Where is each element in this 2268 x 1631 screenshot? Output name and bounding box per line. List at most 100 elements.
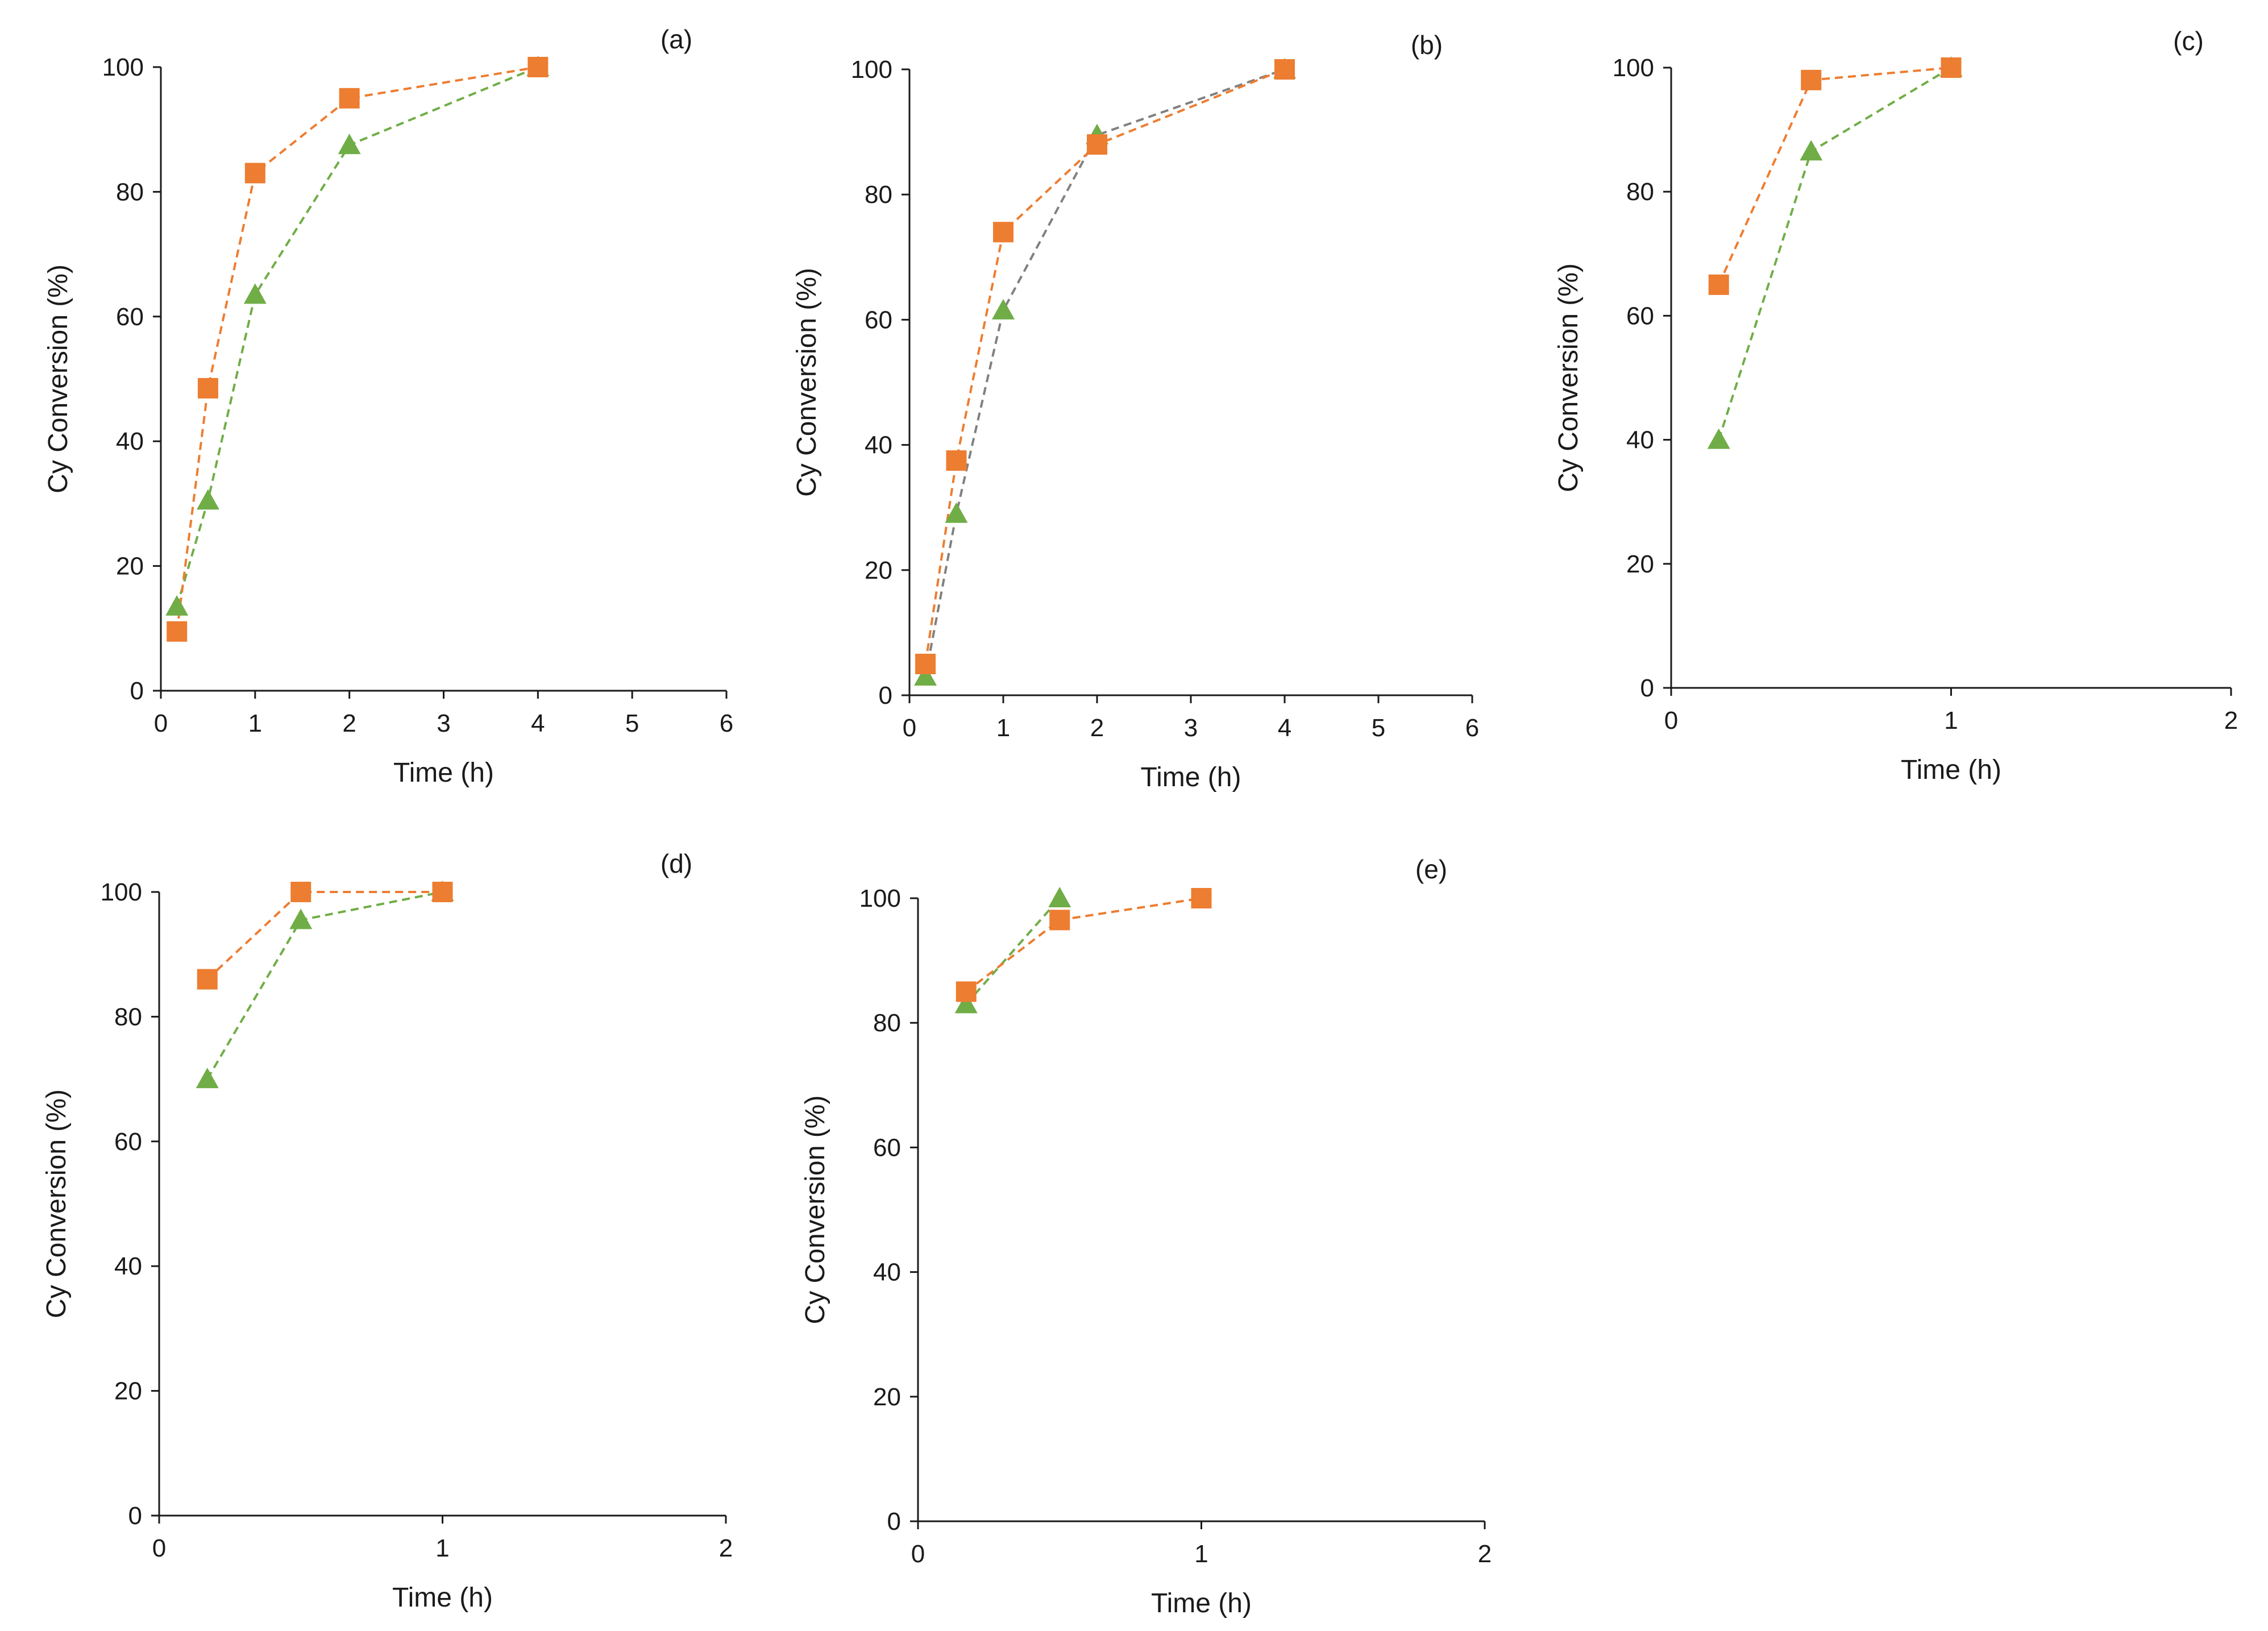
data-point-triangle <box>945 502 968 523</box>
y-tick-label: 60 <box>114 1128 142 1156</box>
series-line-triangle <box>176 66 539 607</box>
chart-panel-c: 0 20 40 60 80 100 0 1 2 Time (h) Cy Conversion (%)… <box>1553 26 2238 785</box>
data-point-triangle <box>954 993 978 1014</box>
x-axis-title: Time (h) <box>1141 762 1241 792</box>
y-tick-label: 60 <box>873 1134 901 1161</box>
y-tick-label: 100 <box>859 885 901 912</box>
y-axis-title: Cy Conversion (%) <box>41 1089 72 1318</box>
panel-label: (c) <box>2173 26 2204 56</box>
data-point-square <box>1191 888 1212 908</box>
y-tick-label: 60 <box>865 306 892 334</box>
data-point-triangle <box>196 489 219 510</box>
data-point-square <box>1801 69 1822 90</box>
y-tick-label: 40 <box>114 1252 142 1280</box>
data-point-square <box>1941 57 1962 78</box>
data-point-triangle <box>1707 428 1730 449</box>
y-tick-label: 40 <box>116 428 144 455</box>
data-point-square <box>527 57 549 77</box>
x-tick-label: 2 <box>1090 714 1104 742</box>
x-tick-label: 1 <box>996 714 1010 742</box>
y-tick-label: 80 <box>1626 178 1654 206</box>
series-line-triangle <box>924 68 1285 677</box>
data-point-triangle <box>165 595 189 616</box>
y-tick-label: 100 <box>851 56 892 84</box>
x-tick-label: 5 <box>1372 714 1385 742</box>
data-point-triangle <box>1048 887 1071 907</box>
y-axis-title: Cy Conversion (%) <box>43 264 73 493</box>
data-point-triangle <box>338 134 361 155</box>
x-tick-label: 2 <box>2224 707 2238 734</box>
series-line-square <box>1717 67 1951 285</box>
y-tick-label: 0 <box>130 677 144 705</box>
y-tick-label: 20 <box>114 1377 142 1405</box>
data-point-triangle <box>992 298 1015 319</box>
y-tick-label: 100 <box>101 878 142 906</box>
y-tick-label: 20 <box>873 1383 901 1411</box>
y-tick-label: 40 <box>873 1259 901 1286</box>
data-point-square <box>993 222 1013 243</box>
x-tick-label: 5 <box>625 709 639 737</box>
panel-label: (a) <box>661 24 692 54</box>
chart-panel-b: 0 20 40 60 80 100 0 1 2 3 4 5 6 Time (h) Cy Conversion… <box>792 30 1479 792</box>
y-tick-label: 80 <box>114 1003 142 1031</box>
y-tick-label: 40 <box>865 431 892 459</box>
y-tick-label: 0 <box>128 1502 142 1530</box>
data-point-square <box>432 882 453 902</box>
series-line-triangle <box>965 897 1061 1005</box>
x-tick-label: 1 <box>435 1534 449 1562</box>
y-tick-label: 80 <box>116 178 144 206</box>
y-axis-title: Cy Conversion (%) <box>792 268 822 497</box>
panel-label: (b) <box>1411 30 1443 60</box>
series-line-triangle <box>206 891 443 1080</box>
x-tick-label: 0 <box>152 1534 166 1562</box>
x-tick-label: 6 <box>1465 714 1479 742</box>
data-point-square <box>956 981 977 1002</box>
series-line-square <box>965 897 1202 993</box>
x-tick-label: 0 <box>1664 707 1678 734</box>
data-point-triangle <box>914 665 937 686</box>
data-point-square <box>1274 59 1295 80</box>
series-line-square <box>924 68 1285 665</box>
y-tick-label: 100 <box>1613 54 1654 82</box>
data-point-triangle <box>1800 140 1823 161</box>
y-tick-label: 0 <box>1640 674 1654 702</box>
x-axis-title: Time (h) <box>1151 1588 1252 1618</box>
data-point-square <box>290 882 311 902</box>
y-axis-title: Cy Conversion (%) <box>800 1095 830 1325</box>
panel-label: (d) <box>661 849 692 878</box>
x-tick-label: 0 <box>911 1540 925 1568</box>
x-axis-title: Time (h) <box>392 1583 493 1613</box>
y-tick-label: 20 <box>116 553 144 580</box>
x-tick-label: 6 <box>720 709 733 737</box>
y-axis-title: Cy Conversion (%) <box>1553 263 1584 492</box>
x-tick-label: 3 <box>1184 714 1198 742</box>
data-point-square <box>197 377 218 399</box>
y-tick-label: 0 <box>879 682 892 709</box>
x-tick-label: 2 <box>342 709 356 737</box>
x-axis-title: Time (h) <box>393 758 494 788</box>
data-point-square <box>244 163 265 184</box>
series-line-square <box>206 891 443 981</box>
y-tick-label: 20 <box>1626 550 1654 578</box>
x-tick-label: 1 <box>1944 707 1958 734</box>
data-point-square <box>167 621 188 642</box>
x-tick-label: 4 <box>531 709 545 737</box>
x-tick-label: 0 <box>154 709 168 737</box>
data-point-square <box>946 450 967 471</box>
y-tick-label: 80 <box>865 181 892 209</box>
x-tick-label: 3 <box>437 709 450 737</box>
series-line-triangle <box>1717 67 1952 441</box>
y-tick-label: 40 <box>1626 426 1654 454</box>
x-tick-label: 1 <box>248 709 262 737</box>
data-point-square <box>339 88 360 109</box>
x-tick-label: 2 <box>1478 1540 1492 1568</box>
y-tick-label: 20 <box>865 557 892 584</box>
chart-panel-a: 0 20 40 60 80 100 0 1 2 3 4 5 6 Time (h) Cy Conversion… <box>43 24 733 788</box>
x-tick-label: 4 <box>1278 714 1291 742</box>
chart-panel-e: 0 20 40 60 80 100 0 1 2 Time (h) Cy Conversion (%)… <box>800 854 1492 1618</box>
data-point-square <box>197 969 218 990</box>
data-point-triangle <box>289 908 313 929</box>
data-point-square <box>915 653 936 674</box>
data-point-square <box>1087 134 1107 155</box>
